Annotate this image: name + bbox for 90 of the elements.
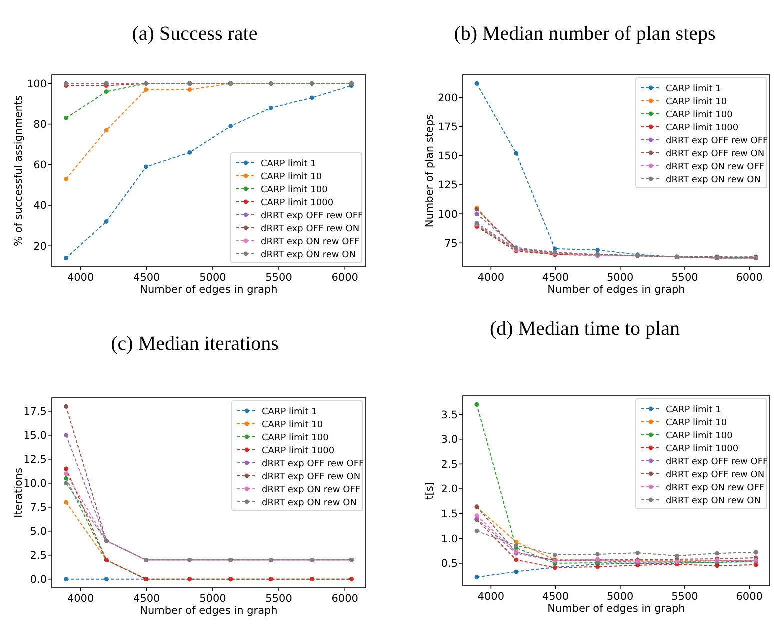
- legend-label: CARP limit 10: [262, 420, 324, 430]
- x-tick-label: 6000: [332, 593, 358, 605]
- legend-label: dRRT exp OFF rew ON: [261, 224, 360, 234]
- x-tick-label: 5500: [266, 593, 292, 605]
- legend-label: dRRT exp ON rew OFF: [262, 485, 361, 496]
- x-tick-label: 6000: [332, 272, 358, 284]
- x-tick-label: 4000: [67, 272, 94, 284]
- x-axis-title: Number of edges in graph: [548, 603, 686, 615]
- y-tick-label: 60: [34, 160, 47, 172]
- legend-label: dRRT exp OFF rew OFF: [666, 457, 768, 468]
- y-tick-label: 0.5: [441, 558, 458, 570]
- chart-title: (c) Median iterations: [111, 333, 280, 355]
- y-tick-label: 150: [438, 150, 458, 163]
- legend-label: dRRT exp ON rew OFF: [666, 483, 765, 494]
- y-tick-label: 1.5: [441, 508, 458, 521]
- legend-label: CARP limit 1: [262, 407, 318, 418]
- y-tick-label: 10.0: [24, 478, 47, 490]
- legend-label: CARP limit 1: [666, 405, 722, 416]
- legend-label: dRRT exp ON rew ON: [261, 250, 356, 260]
- y-tick-label: 1.0: [441, 533, 458, 546]
- x-tick-label: 5000: [200, 272, 226, 284]
- x-tick-label: 5000: [607, 591, 634, 603]
- x-tick-label: 5000: [607, 272, 634, 284]
- legend-label: CARP limit 100: [666, 110, 734, 120]
- x-tick-label: 4000: [67, 593, 94, 605]
- y-tick-label: 175: [438, 121, 458, 134]
- y-axis-title: Number of plan steps: [424, 114, 436, 228]
- x-tick-label: 5000: [200, 593, 226, 605]
- x-tick-label: 4500: [542, 591, 570, 603]
- y-tick-label: 3.5: [441, 409, 458, 422]
- x-tick-label: 6000: [736, 272, 763, 284]
- y-tick-label: 125: [438, 180, 458, 192]
- legend-label: CARP limit 1: [261, 159, 316, 170]
- legend-label: dRRT exp OFF rew ON: [666, 470, 765, 480]
- y-tick-label: 80: [34, 119, 47, 132]
- legend-label: dRRT exp ON rew OFF: [261, 237, 360, 248]
- x-tick-label: 5500: [672, 272, 698, 284]
- legend-label: CARP limit 1000: [666, 444, 739, 454]
- legend-label: CARP limit 100: [666, 431, 734, 442]
- legend-label: CARP limit 100: [262, 433, 330, 444]
- x-axis-title: Number of edges in graph: [548, 284, 686, 296]
- legend-label: dRRT exp ON rew ON: [666, 175, 761, 186]
- legend-label: CARP limit 10: [666, 97, 728, 108]
- y-tick-label: 20: [34, 240, 47, 253]
- y-tick-label: 200: [438, 92, 458, 104]
- legend-label: dRRT exp OFF rew OFF: [666, 136, 768, 146]
- legend-label: CARP limit 1000: [666, 123, 739, 134]
- legend-label: CARP limit 10: [666, 418, 728, 428]
- x-tick-label: 5500: [266, 272, 292, 284]
- chart-title: (a) Success rate: [132, 23, 258, 45]
- y-axis-title: % of successful assignments: [13, 96, 25, 246]
- y-tick-label: 100: [438, 208, 458, 221]
- legend-label: dRRT exp ON rew ON: [262, 498, 357, 508]
- y-tick-label: 17.5: [24, 406, 47, 418]
- y-tick-label: 100: [26, 78, 47, 90]
- legend-label: CARP limit 1000: [262, 446, 335, 456]
- legend-label: dRRT exp ON rew ON: [666, 496, 761, 506]
- y-tick-label: 3.0: [441, 434, 458, 446]
- y-tick-label: 2.5: [30, 550, 47, 562]
- x-axis-title: Number of edges in graph: [140, 605, 278, 617]
- legend-label: dRRT exp OFF rew ON: [666, 149, 765, 160]
- legend-label: dRRT exp OFF rew OFF: [261, 211, 364, 222]
- y-axis-title: t[s]: [424, 482, 436, 500]
- y-tick-label: 2.5: [441, 458, 458, 471]
- y-tick-label: 0.0: [30, 574, 47, 586]
- y-axis-title: Iterations: [13, 468, 25, 518]
- y-tick-label: 40: [34, 200, 47, 212]
- y-tick-label: 12.5: [24, 454, 47, 466]
- chart-title: (d) Median time to plan: [490, 318, 680, 340]
- y-tick-label: 2.0: [441, 484, 458, 496]
- legend-label: dRRT exp OFF rew ON: [262, 472, 361, 482]
- chart-title: (b) Median number of plan steps: [454, 23, 716, 45]
- legend-label: dRRT exp ON rew OFF: [666, 162, 765, 172]
- x-tick-label: 4000: [478, 272, 505, 284]
- x-tick-label: 6000: [736, 591, 763, 603]
- x-tick-label: 4500: [542, 272, 570, 284]
- y-tick-label: 5.0: [30, 526, 47, 538]
- x-tick-label: 4500: [134, 593, 160, 605]
- y-tick-label: 75: [444, 238, 458, 250]
- x-tick-label: 4500: [134, 272, 160, 284]
- legend-label: CARP limit 10: [261, 172, 322, 182]
- y-tick-label: 15.0: [24, 430, 47, 442]
- legend-label: dRRT exp OFF rew OFF: [262, 459, 364, 470]
- legend-label: CARP limit 100: [261, 185, 328, 196]
- x-axis-title: Number of edges in graph: [140, 284, 278, 296]
- legend-label: CARP limit 1000: [261, 198, 334, 208]
- y-tick-label: 7.5: [30, 502, 47, 514]
- x-tick-label: 5500: [672, 591, 698, 603]
- legend-label: CARP limit 1: [666, 84, 722, 94]
- x-tick-label: 4000: [478, 591, 505, 603]
